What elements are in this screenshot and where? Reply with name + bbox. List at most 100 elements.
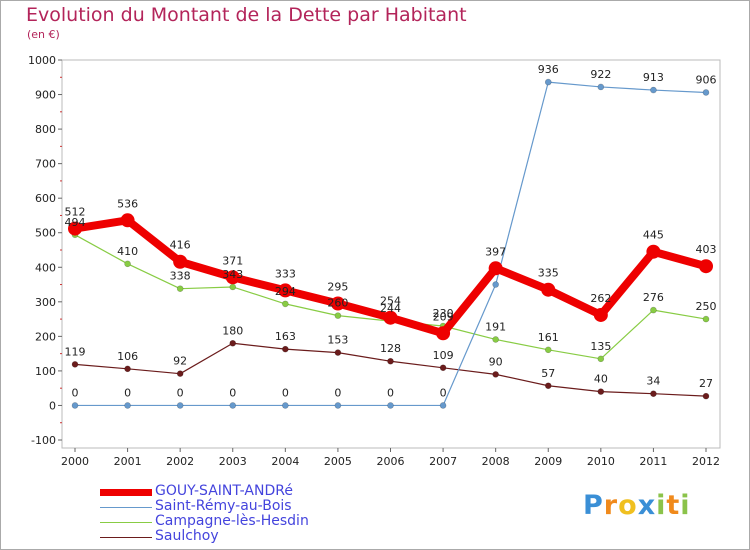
data-point — [282, 345, 289, 353]
data-label: 294 — [275, 285, 296, 298]
data-point — [702, 392, 710, 400]
data-point — [387, 357, 394, 365]
data-point — [597, 355, 605, 363]
data-label: 338 — [170, 270, 191, 283]
data-label: 0 — [72, 386, 79, 399]
data-point — [68, 221, 82, 236]
data-label: 512 — [65, 206, 86, 219]
y-tick-label: 600 — [35, 192, 56, 205]
data-label: 57 — [541, 367, 555, 380]
x-tick-label: 2008 — [482, 455, 510, 468]
data-point — [593, 307, 608, 322]
data-label: 209 — [433, 310, 454, 323]
data-label: 163 — [275, 330, 296, 343]
logo-letter: o — [618, 490, 638, 521]
data-label: 254 — [380, 295, 401, 308]
data-point — [229, 402, 237, 409]
data-point — [124, 260, 131, 268]
data-label: 40 — [594, 373, 608, 386]
data-point — [71, 361, 79, 368]
data-point — [646, 244, 661, 259]
data-label: 335 — [538, 267, 559, 280]
x-tick-label: 2012 — [692, 455, 720, 468]
chart-subtitle: (en €) — [27, 28, 60, 41]
logo-letter: P — [583, 490, 604, 521]
data-point — [702, 315, 710, 323]
data-label: 90 — [489, 355, 503, 368]
legend-swatch — [100, 507, 152, 508]
data-label: 445 — [643, 229, 664, 242]
legend-label: Saint-Rémy-au-Bois — [155, 498, 292, 514]
data-point — [282, 402, 289, 409]
x-tick-label: 2011 — [639, 455, 667, 468]
data-label: 180 — [222, 324, 243, 337]
data-point — [176, 402, 184, 409]
y-tick-label: 400 — [35, 261, 56, 274]
x-tick-label: 2004 — [271, 455, 299, 468]
legend: GOUY-SAINT-ANDRé Saint-Rémy-au-Bois Camp… — [100, 483, 420, 545]
logo-letter: r — [603, 490, 619, 521]
data-point — [597, 83, 605, 91]
y-tick-label: 100 — [35, 365, 56, 378]
x-tick-label: 2000 — [61, 455, 89, 468]
data-point — [492, 371, 499, 378]
data-point — [334, 349, 342, 356]
data-label: 0 — [124, 386, 131, 399]
y-tick-label: 800 — [35, 123, 56, 136]
data-label: 0 — [440, 386, 447, 399]
x-tick-label: 2007 — [429, 455, 457, 468]
data-label: 936 — [538, 63, 559, 76]
legend-swatch — [100, 537, 152, 538]
y-tick-label: 500 — [35, 227, 56, 240]
x-tick-label: 2009 — [534, 455, 562, 468]
data-label: 410 — [117, 245, 138, 258]
data-label: 92 — [173, 355, 187, 368]
data-point — [387, 402, 394, 409]
legend-label: Saulchoy — [155, 528, 219, 544]
logo-letter: x — [637, 490, 657, 521]
data-point — [229, 339, 237, 347]
data-point — [544, 78, 552, 86]
data-label: 0 — [177, 386, 184, 399]
data-label: 106 — [117, 350, 138, 363]
data-label: 276 — [643, 291, 664, 304]
data-point — [436, 326, 451, 341]
legend-swatch — [100, 522, 152, 523]
data-label: 244 — [380, 302, 401, 315]
legend-swatch — [100, 489, 152, 496]
logo-letter: i — [656, 490, 667, 521]
data-label: 119 — [65, 345, 86, 358]
data-point — [492, 281, 499, 288]
data-point — [229, 283, 237, 291]
logo-letter: i — [680, 490, 691, 521]
data-point — [383, 310, 398, 325]
data-label: 153 — [327, 334, 348, 347]
data-point — [544, 382, 552, 390]
data-point — [650, 306, 657, 314]
x-tick-label: 2010 — [587, 455, 615, 468]
data-label: 416 — [170, 239, 191, 252]
data-label: 191 — [485, 320, 506, 333]
data-label: 922 — [590, 68, 611, 81]
data-point — [650, 390, 657, 398]
data-label: 906 — [696, 73, 717, 86]
data-label: 250 — [696, 300, 717, 313]
data-label: 343 — [222, 268, 243, 281]
data-point — [334, 312, 342, 319]
data-point — [541, 282, 556, 297]
data-point — [544, 346, 552, 354]
data-point — [124, 365, 131, 373]
data-label: 0 — [387, 386, 394, 399]
y-tick-label: 700 — [35, 158, 56, 171]
data-point — [439, 364, 447, 372]
data-point — [439, 402, 447, 409]
data-point — [173, 254, 188, 269]
x-tick-label: 2002 — [166, 455, 194, 468]
data-point — [71, 402, 79, 409]
legend-item-campagne: Campagne-lès-Hesdin — [100, 513, 420, 530]
data-point — [225, 270, 240, 285]
data-label: 397 — [485, 245, 506, 258]
y-tick-label: -100 — [31, 434, 56, 447]
